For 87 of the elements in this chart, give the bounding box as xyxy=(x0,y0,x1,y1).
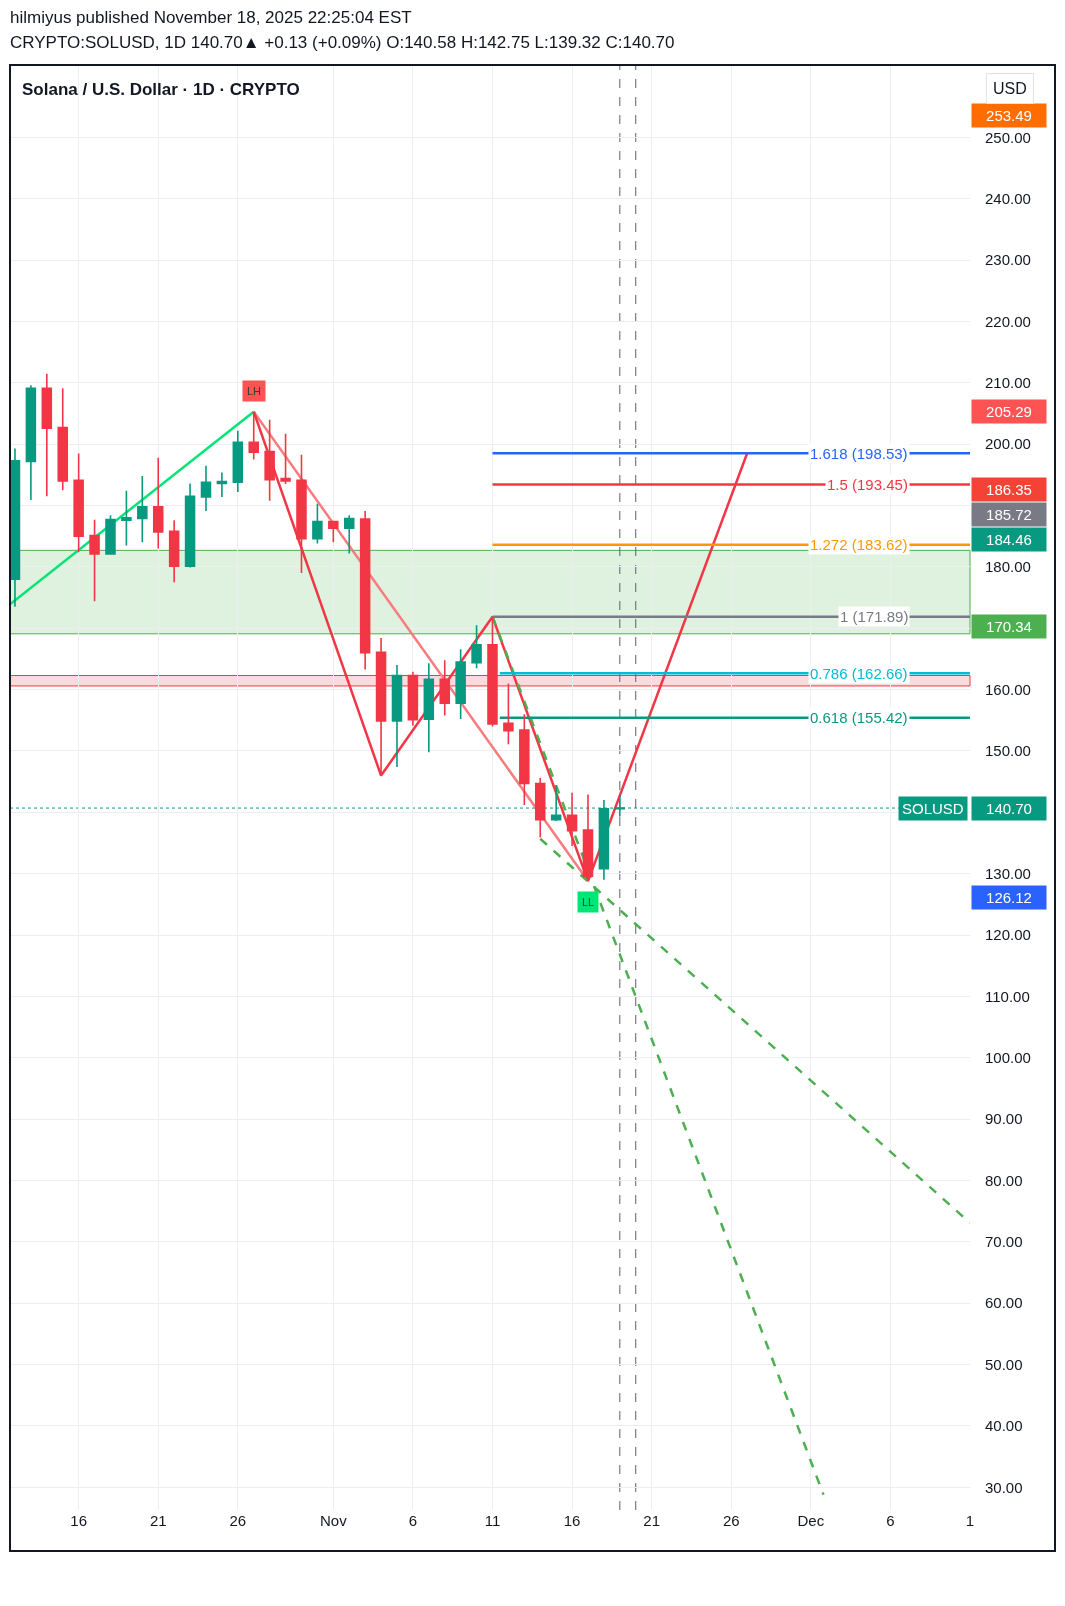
y-tick-label: 40.00 xyxy=(985,1417,1023,1435)
y-tick-label: 220.00 xyxy=(985,312,1031,330)
candlestick xyxy=(487,615,498,728)
y-tick-label: 100.00 xyxy=(985,1049,1031,1067)
candlestick xyxy=(503,682,514,746)
candlestick xyxy=(264,418,275,502)
series-label: 1.5 (193.45) xyxy=(827,476,908,493)
x-tick-label: 16 xyxy=(70,1512,87,1529)
candlestick xyxy=(296,453,307,574)
candlestick xyxy=(105,514,116,556)
candlestick xyxy=(439,659,450,717)
text: 185.72 xyxy=(986,506,1032,523)
candlestick xyxy=(312,502,323,545)
ref-line-label: SOLUSD xyxy=(902,800,964,817)
text: 186.35 xyxy=(986,481,1032,498)
y-tick-label: 240.00 xyxy=(985,190,1031,208)
candlestick xyxy=(343,514,355,555)
candlestick xyxy=(216,471,228,498)
candlestick xyxy=(73,452,84,553)
y-tick-label: 130.00 xyxy=(985,864,1031,882)
text: 184.46 xyxy=(986,531,1032,548)
candlestick xyxy=(168,519,180,584)
x-tick-label: 21 xyxy=(149,1512,167,1529)
series-label: 0.618 (155.42) xyxy=(810,709,908,726)
text: 253.49 xyxy=(986,107,1032,124)
candlestick xyxy=(519,713,530,806)
x-tick-label: 6 xyxy=(408,1512,418,1529)
candlestick xyxy=(41,372,53,498)
y-tick-label: 110.00 xyxy=(985,987,1030,1005)
text: 140.70 xyxy=(986,800,1032,817)
y-tick-label: 50.00 xyxy=(985,1355,1023,1373)
candlestick xyxy=(184,482,196,569)
text: Solana / U.S. Dollar · 1D · CRYPTO xyxy=(22,79,300,99)
candlestick xyxy=(280,432,291,485)
candlestick xyxy=(391,664,403,768)
candlestick xyxy=(328,520,339,544)
text: 205.29 xyxy=(986,403,1032,420)
y-tick-label: 70.00 xyxy=(985,1233,1023,1251)
y-tick-label: 250.00 xyxy=(985,128,1031,146)
y-tick-label: 160.00 xyxy=(985,680,1031,698)
candlestick xyxy=(25,384,37,501)
annotation: LL xyxy=(582,896,595,908)
x-tick-label: 26 xyxy=(722,1512,740,1529)
x-tick-label: 6 xyxy=(886,1512,895,1529)
x-tick-label: Dec xyxy=(797,1512,825,1529)
y-tick-label: 200.00 xyxy=(985,435,1031,453)
annotation: LH xyxy=(247,385,262,397)
candlestick xyxy=(534,777,546,839)
candlestick xyxy=(121,490,132,547)
text: 126.12 xyxy=(986,889,1032,906)
x-tick-label: 16 xyxy=(563,1512,581,1529)
x-tick-label: 11 xyxy=(484,1512,501,1529)
candlestick xyxy=(152,456,164,550)
y-tick-label: 150.00 xyxy=(985,742,1031,760)
candlestick xyxy=(10,447,21,608)
y-axis-title: USD xyxy=(993,80,1027,97)
candlestick xyxy=(471,624,482,669)
x-tick-label: 26 xyxy=(229,1512,247,1529)
candlestick xyxy=(566,791,578,847)
candlestick xyxy=(57,387,68,492)
y-tick-label: 180.00 xyxy=(985,558,1031,576)
chart-subtitle: CRYPTO:SOLUSD, 1D 140.70▲ +0.13 (+0.09%) O:140.58 H:142.75 L:139.32 C:140.70 xyxy=(10,33,675,52)
candlestick xyxy=(232,429,244,493)
x-tick-label: Nov xyxy=(319,1512,348,1529)
candlestick xyxy=(359,510,371,671)
candlestick xyxy=(423,662,435,754)
x-tick-label: 1 xyxy=(965,1512,975,1529)
x-tick-label: 21 xyxy=(643,1512,660,1529)
candlestick xyxy=(200,464,212,512)
text: hilmiyus published November 18, 2025 22:25:04 EST xyxy=(10,8,412,27)
y-tick-label: 210.00 xyxy=(985,374,1031,392)
candlestick xyxy=(455,648,466,720)
y-tick-label: 230.00 xyxy=(985,251,1031,269)
candlestick xyxy=(407,671,419,727)
series-label: 0.786 (162.66) xyxy=(810,665,908,682)
series-label: 1 (171.89) xyxy=(840,608,909,625)
y-tick-label: 30.00 xyxy=(985,1478,1023,1496)
y-tick-label: 80.00 xyxy=(985,1171,1023,1189)
candlestick xyxy=(137,475,148,544)
candlestick xyxy=(614,794,626,818)
y-tick-label: 120.00 xyxy=(985,926,1031,944)
series-label: 1.618 (198.53) xyxy=(810,445,908,462)
y-tick-label: 60.00 xyxy=(985,1294,1023,1312)
series-label: 1.272 (183.62) xyxy=(810,536,908,553)
candlestick xyxy=(89,518,100,603)
text: 170.34 xyxy=(986,618,1032,635)
y-tick-label: 90.00 xyxy=(985,1110,1023,1128)
